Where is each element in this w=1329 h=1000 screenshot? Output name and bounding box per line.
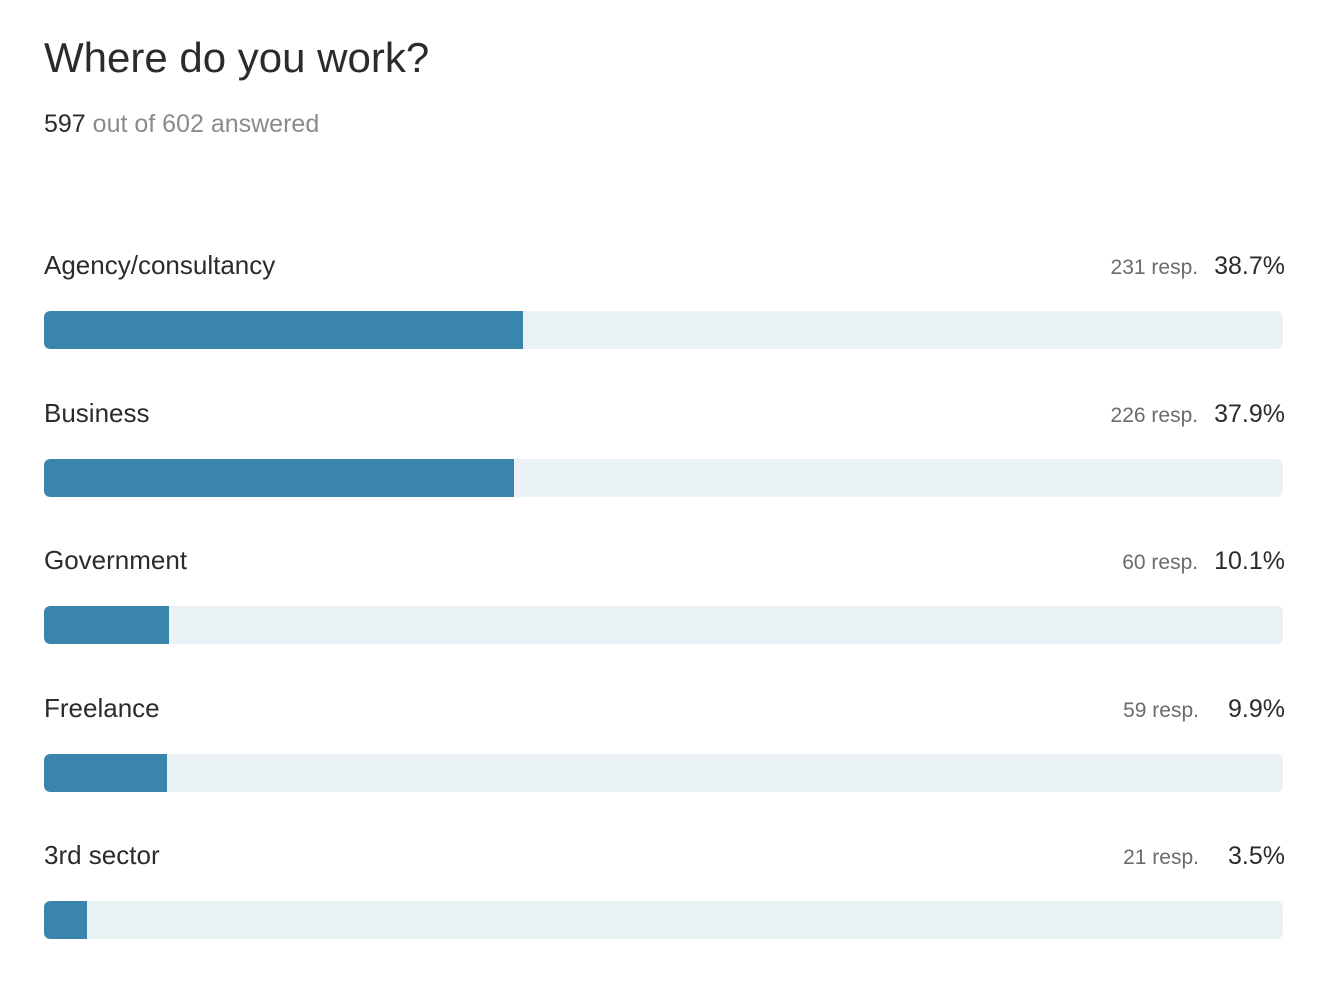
bar-track	[44, 753, 1283, 792]
chart-row: Freelance 59 resp. 9.9%	[44, 693, 1285, 841]
response-count-label: 231 resp.	[1110, 256, 1199, 279]
row-stats: 231 resp. 38.7%	[1111, 252, 1285, 281]
bar-track	[44, 901, 1283, 939]
bar-track	[44, 606, 1283, 644]
chart-row: Agency/consultancy 231 resp. 38.7%	[44, 250, 1285, 398]
answered-suffix: out of 602 answered	[92, 110, 320, 138]
bar	[44, 753, 167, 792]
category-label: 3rd sector	[44, 840, 160, 870]
chart-row: Business 226 resp. 37.9%	[44, 398, 1285, 546]
response-count-label: 226 resp.	[1110, 403, 1199, 427]
percent-label: 10.1%	[1214, 547, 1285, 575]
row-stats: 21 resp. 3.5%	[1123, 842, 1285, 871]
response-bar-chart: Agency/consultancy 231 resp. 38.7% Business…	[44, 250, 1285, 988]
bar-track	[44, 311, 1283, 349]
chart-row: 3rd sector 21 resp. 3.5%	[44, 840, 1285, 988]
bar-track	[44, 458, 1283, 497]
percent-label: 38.7%	[1214, 252, 1285, 280]
response-count-label: 60 resp.	[1122, 551, 1199, 574]
percent-label: 37.9%	[1214, 399, 1285, 428]
answered-count: 597	[44, 110, 86, 138]
category-label: Business	[44, 397, 150, 428]
bar	[44, 311, 524, 349]
bar	[44, 606, 170, 644]
bar	[44, 901, 88, 939]
category-label: Freelance	[44, 692, 160, 723]
bar	[44, 458, 514, 497]
chart-row: Government 60 resp. 10.1%	[44, 545, 1285, 693]
response-count-label: 59 resp.	[1123, 698, 1199, 722]
category-label: Agency/consultancy	[44, 250, 276, 280]
percent-label: 3.5%	[1228, 842, 1285, 870]
percent-label: 9.9%	[1228, 694, 1285, 723]
question-title: Where do you work?	[44, 34, 430, 81]
category-label: Government	[44, 545, 188, 575]
row-stats: 59 resp. 9.9%	[1123, 695, 1285, 724]
row-stats: 60 resp. 10.1%	[1122, 547, 1285, 576]
response-count-label: 21 resp.	[1123, 846, 1199, 869]
answered-summary: 597 out of 602 answered	[44, 110, 319, 139]
row-stats: 226 resp. 37.9%	[1111, 400, 1285, 429]
